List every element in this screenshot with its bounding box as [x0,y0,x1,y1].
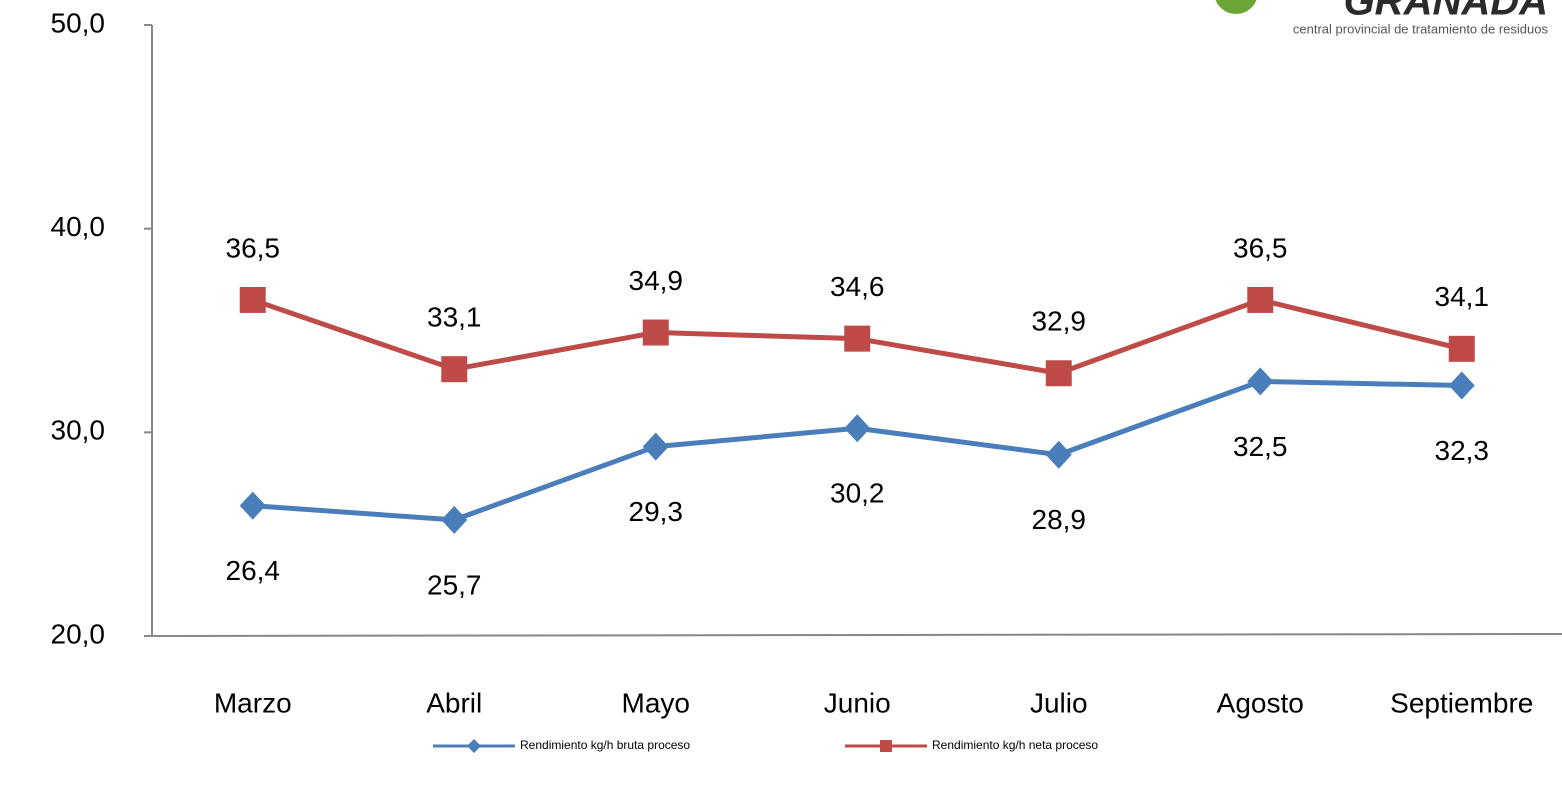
data-label: 32,9 [1032,306,1087,337]
marker [239,491,266,520]
x-tick-label: Marzo [214,687,292,718]
data-label: 34,1 [1435,281,1490,312]
y-tick-label: 50,0 [51,7,106,38]
data-label: 32,5 [1233,431,1288,462]
marker [239,286,266,313]
marker [1448,371,1475,400]
data-label: 32,3 [1435,435,1490,466]
y-tick-label: 40,0 [51,211,106,242]
x-tick-label: Mayo [622,687,690,718]
data-label: 30,2 [830,478,885,509]
legend-label: Rendimiento kg/h neta proceso [932,738,1098,752]
marker [441,505,468,534]
data-label: 34,9 [629,265,684,296]
data-label: 26,4 [226,555,281,586]
marker [1247,367,1274,396]
data-label: 34,6 [830,271,885,302]
marker [1045,360,1072,387]
y-tick-label: 30,0 [51,415,106,446]
marker [441,356,468,383]
legend-marker [880,740,892,752]
x-tick-label: Septiembre [1390,687,1533,718]
x-tick-label: Abril [426,687,482,718]
marker [1045,440,1072,469]
x-axis [151,633,1562,637]
data-label: 25,7 [427,569,482,600]
data-label: 33,1 [427,302,482,333]
x-tick-label: Agosto [1217,687,1304,718]
marker [1247,286,1274,313]
y-tick-label: 20,0 [51,618,106,649]
marker [844,325,871,352]
marker [1448,335,1475,362]
data-label: 28,9 [1032,504,1087,535]
x-tick-label: Junio [824,687,891,718]
marker [642,319,669,346]
data-label: 36,5 [1233,232,1288,263]
marker [844,414,871,443]
data-label: 29,3 [629,496,684,527]
data-label: 36,5 [226,232,281,263]
logo: GRANADA central provincial de tratamient… [1215,0,1549,36]
legend-label: Rendimiento kg/h bruta proceso [520,738,690,752]
legend-marker [467,739,481,753]
marker [642,432,669,461]
logo-tagline: central provincial de tratamiento de res… [1293,21,1549,36]
logo-icon [1215,0,1257,14]
x-tick-label: Julio [1030,687,1088,718]
logo-name: GRANADA [1344,0,1548,24]
